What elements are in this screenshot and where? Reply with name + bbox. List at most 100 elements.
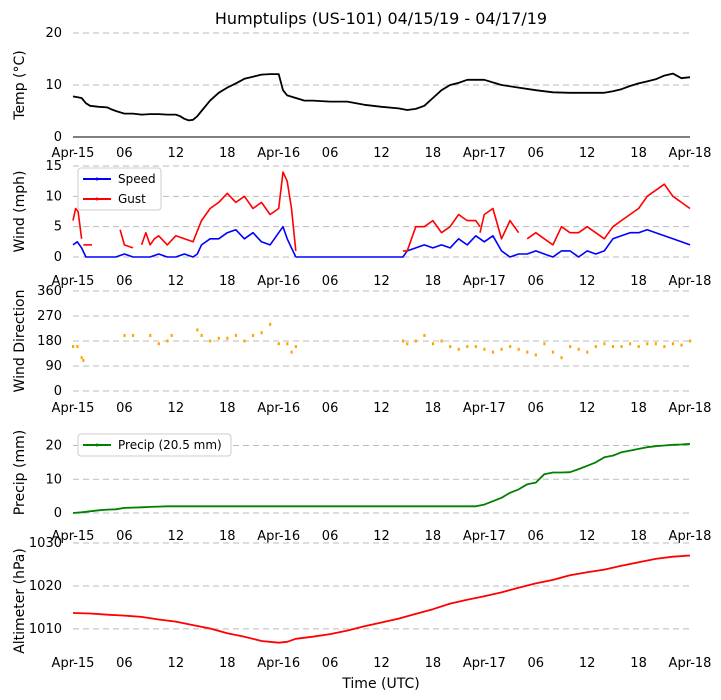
wind-y-axis-label: Wind (mph) bbox=[12, 171, 28, 253]
direction-point bbox=[226, 336, 229, 340]
precip-x-tick-label: 18 bbox=[219, 529, 236, 544]
altimeter-x-tick-label: 18 bbox=[219, 656, 236, 671]
direction-point bbox=[483, 347, 486, 351]
direction-x-tick-label: 12 bbox=[168, 401, 185, 416]
wind-panel: 0 5 10 15 Apr-15 06 12 18 Apr-16 06 12 18 Apr-17 06 12… bbox=[12, 159, 711, 289]
direction-x-tick-label: Apr-16 bbox=[257, 401, 300, 416]
direction-point bbox=[500, 347, 503, 351]
wind-x-tick-label: Apr-17 bbox=[463, 274, 506, 289]
direction-point bbox=[509, 345, 512, 349]
temp-y-axis-label: Temp (°C) bbox=[12, 50, 28, 120]
direction-y-tick-label: 180 bbox=[37, 334, 62, 349]
temp-x-tick-label: 06 bbox=[322, 146, 339, 161]
direction-x-tick-label: 18 bbox=[219, 401, 236, 416]
precip-legend-box bbox=[77, 433, 232, 457]
gust-b-series-line bbox=[479, 207, 520, 240]
direction-y-axis-label: Wind Direction bbox=[12, 290, 28, 393]
direction-point bbox=[123, 333, 126, 337]
direction-point bbox=[294, 345, 298, 349]
temp-x-tick-label: 12 bbox=[168, 146, 185, 161]
altimeter-y-tick-label: 1020 bbox=[29, 579, 62, 594]
precip-x-tick-label: 06 bbox=[527, 529, 544, 544]
direction-x-tick-label: Apr-15 bbox=[52, 401, 95, 416]
direction-x-tick-label: 12 bbox=[373, 401, 390, 416]
direction-y-tick-label: 270 bbox=[37, 309, 62, 324]
speed-series-line bbox=[295, 228, 691, 258]
direction-x-tick-label: 12 bbox=[579, 401, 596, 416]
direction-point bbox=[491, 350, 495, 354]
temp-x-tick-label: Apr-15 bbox=[52, 146, 95, 161]
wind-x-tick-label: Apr-18 bbox=[669, 274, 712, 289]
altimeter-x-tick-label: 12 bbox=[373, 656, 390, 671]
temp-x-tick-label: 06 bbox=[527, 146, 544, 161]
altimeter-y-axis-label: Altimeter (hPa) bbox=[12, 548, 28, 654]
temp-y-tick-label: 0 bbox=[54, 130, 62, 145]
direction-point bbox=[646, 342, 649, 346]
direction-point bbox=[406, 342, 409, 346]
gust-b-series-line bbox=[526, 183, 691, 246]
direction-point bbox=[401, 339, 405, 343]
temp-y-tick-label: 20 bbox=[45, 26, 62, 41]
wind-x-tick-label: 12 bbox=[373, 274, 390, 289]
altimeter-x-tick-label: 12 bbox=[168, 656, 185, 671]
wind-x-tick-label: Apr-16 bbox=[257, 274, 300, 289]
gust-series-line bbox=[140, 171, 297, 251]
direction-point bbox=[209, 339, 212, 343]
direction-point bbox=[551, 350, 555, 354]
direction-point bbox=[217, 336, 220, 340]
temp-x-tick-label: 06 bbox=[116, 146, 133, 161]
altimeter-x-tick-label: 12 bbox=[579, 656, 596, 671]
direction-x-tick-label: 18 bbox=[630, 401, 647, 416]
precip-x-tick-label: 12 bbox=[373, 529, 390, 544]
precip-x-tick-label: 12 bbox=[579, 529, 596, 544]
direction-point bbox=[243, 339, 246, 343]
temp-x-tick-label: Apr-18 bbox=[669, 146, 712, 161]
direction-point bbox=[423, 333, 426, 337]
direction-point bbox=[251, 333, 255, 337]
direction-point bbox=[440, 339, 443, 343]
precip-y-tick-label: 20 bbox=[45, 439, 62, 454]
temp-x-tick-label: 12 bbox=[579, 146, 596, 161]
precip-x-tick-label: Apr-17 bbox=[463, 529, 506, 544]
direction-point bbox=[594, 345, 597, 349]
wind-y-tick-label: 5 bbox=[54, 220, 62, 235]
direction-x-tick-label: 06 bbox=[527, 401, 544, 416]
direction-point bbox=[474, 345, 477, 349]
direction-point bbox=[560, 356, 563, 360]
direction-point bbox=[131, 333, 135, 337]
direction-point bbox=[80, 356, 83, 360]
altimeter-x-tick-label: Apr-15 bbox=[52, 656, 95, 671]
direction-point bbox=[196, 328, 199, 332]
altimeter-panel: 1010 1020 1030 Apr-15 06 12 18 Apr-16 06 12 18 Apr-… bbox=[12, 536, 711, 671]
altimeter-series-line bbox=[72, 554, 691, 644]
wind-legend-marker bbox=[95, 177, 99, 181]
direction-point bbox=[157, 342, 160, 346]
wind-legend-label: Gust bbox=[118, 192, 146, 206]
direction-point bbox=[260, 331, 263, 335]
direction-point bbox=[234, 333, 238, 337]
direction-point bbox=[517, 347, 520, 351]
altimeter-x-tick-label: 18 bbox=[425, 656, 442, 671]
precip-y-axis-label: Precip (mm) bbox=[12, 430, 28, 515]
precip-x-tick-label: 12 bbox=[168, 529, 185, 544]
direction-point bbox=[166, 339, 169, 343]
gust-series-line bbox=[119, 229, 134, 249]
wind-legend-label: Speed bbox=[118, 172, 156, 186]
wind-x-tick-label: 06 bbox=[322, 274, 339, 289]
altimeter-y-tick-label: 1030 bbox=[29, 536, 62, 551]
direction-point bbox=[629, 342, 632, 346]
direction-point bbox=[466, 345, 469, 349]
direction-point bbox=[586, 350, 589, 354]
chart-title: Humptulips (US-101) 04/15/19 - 04/17/19 bbox=[215, 9, 547, 28]
direction-point bbox=[611, 345, 615, 349]
precip-x-tick-label: 06 bbox=[116, 529, 133, 544]
temp-x-tick-label: Apr-17 bbox=[463, 146, 506, 161]
precip-x-tick-label: Apr-18 bbox=[669, 529, 712, 544]
precip-x-tick-label: 18 bbox=[425, 529, 442, 544]
direction-point bbox=[620, 345, 623, 349]
wind-x-tick-label: 18 bbox=[425, 274, 442, 289]
wind-x-tick-label: 18 bbox=[630, 274, 647, 289]
direction-point bbox=[200, 333, 203, 337]
wind-x-tick-label: 12 bbox=[579, 274, 596, 289]
